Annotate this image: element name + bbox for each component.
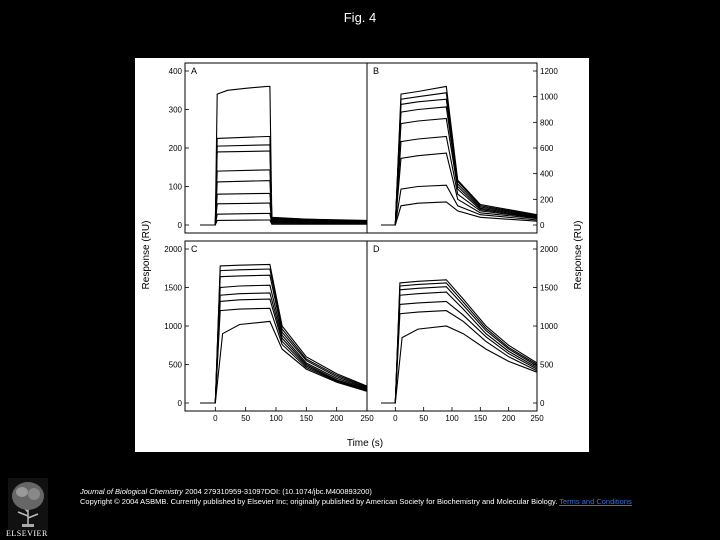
citation-doi: 2004 279310959-31097DOI: (10.1074/jbc.M4… xyxy=(182,487,372,496)
panel-frame xyxy=(366,240,538,412)
y-tick-label: 0 xyxy=(178,399,183,408)
x-tick-label: 150 xyxy=(474,414,488,423)
figure-title: Fig. 4 xyxy=(343,10,377,25)
series-line-9 xyxy=(381,201,538,226)
y-tick-label: 400 xyxy=(169,67,183,76)
y-tick-label: 2000 xyxy=(540,245,558,254)
series-line-3 xyxy=(200,144,368,226)
x-tick-label: 200 xyxy=(330,414,344,423)
citation-text: Journal of Biological Chemistry 2004 279… xyxy=(80,487,640,506)
x-tick-label: 100 xyxy=(269,414,283,423)
y-tick-label: 300 xyxy=(169,106,183,115)
series-line-7 xyxy=(200,307,368,404)
series-line-1 xyxy=(381,279,538,404)
y-tick-label: 200 xyxy=(540,195,554,204)
elsevier-tree-logo xyxy=(8,478,48,530)
panel-d: D 0 500 1000 1500 2000 0 50 100 150 200 250 xyxy=(366,240,558,423)
x-tick-label: 150 xyxy=(300,414,314,423)
series-line-4 xyxy=(200,284,368,404)
x-tick-label: 200 xyxy=(502,414,516,423)
y-tick-label: 400 xyxy=(540,170,554,179)
panel-c: C 0 500 1000 1500 2000 0 50 100 150 200 250 xyxy=(164,240,374,423)
figure-panel: Response (RU) Response (RU) Time (s) A 0 1… xyxy=(135,58,589,452)
y-tick-label: 0 xyxy=(540,399,545,408)
panel-letter: B xyxy=(373,66,379,76)
x-axis-label: Time (s) xyxy=(347,438,383,449)
x-tick-label: 50 xyxy=(241,414,250,423)
y-tick-label: 100 xyxy=(169,183,183,192)
series-line-2 xyxy=(200,135,368,226)
panel-a: A 0 100 200 300 400 xyxy=(169,62,368,234)
series-line-8 xyxy=(381,184,538,226)
x-tick-label: 50 xyxy=(419,414,428,423)
y-tick-label: 1000 xyxy=(540,93,558,102)
series-line-5 xyxy=(200,292,368,404)
panel-letter: C xyxy=(191,244,198,254)
series-line-4 xyxy=(381,291,538,404)
series-line-1 xyxy=(381,85,538,226)
figure-chart: Response (RU) Response (RU) Time (s) A 0 1… xyxy=(141,62,584,449)
series-line-5 xyxy=(200,169,368,226)
terms-link[interactable]: Terms and Conditions xyxy=(559,496,632,506)
y-tick-label: 1500 xyxy=(540,284,558,293)
panel-frame xyxy=(184,62,368,234)
y-tick-label: 500 xyxy=(169,361,183,370)
y-axis-label-right: Response (RU) xyxy=(573,221,584,290)
y-tick-label: 0 xyxy=(540,221,545,230)
panel-b: B 0 200 400 600 800 1000 1200 xyxy=(366,62,558,234)
panel-letter: D xyxy=(373,244,380,254)
y-tick-label: 1200 xyxy=(540,67,558,76)
y-tick-label: 1000 xyxy=(540,322,558,331)
y-tick-label: 0 xyxy=(178,221,183,230)
y-tick-label: 800 xyxy=(540,118,554,127)
y-tick-label: 500 xyxy=(540,361,554,370)
y-axis-label-left: Response (RU) xyxy=(141,221,152,290)
series-line-6 xyxy=(381,310,538,404)
y-tick-label: 1500 xyxy=(164,284,182,293)
elsevier-wordmark: ELSEVIER xyxy=(6,529,48,538)
x-tick-label: 100 xyxy=(445,414,459,423)
x-tick-label: 0 xyxy=(393,414,398,423)
series-line-4 xyxy=(381,106,538,226)
copyright-text: Copyright © 2004 ASBMB. Currently publis… xyxy=(80,496,560,506)
journal-name: Journal of Biological Chemistry xyxy=(80,487,183,496)
y-tick-label: 600 xyxy=(540,144,554,153)
series-line-5 xyxy=(381,117,538,226)
x-tick-label: 250 xyxy=(360,414,374,423)
y-tick-label: 2000 xyxy=(164,245,182,254)
y-tick-label: 1000 xyxy=(164,322,182,331)
series-line-10 xyxy=(200,219,367,226)
x-tick-label: 0 xyxy=(213,414,218,423)
x-tick-label: 250 xyxy=(530,414,544,423)
series-line-8 xyxy=(200,320,368,404)
panel-letter: A xyxy=(191,66,197,76)
series-line-7 xyxy=(381,152,538,226)
y-tick-label: 200 xyxy=(169,144,183,153)
series-line-7 xyxy=(381,325,538,404)
